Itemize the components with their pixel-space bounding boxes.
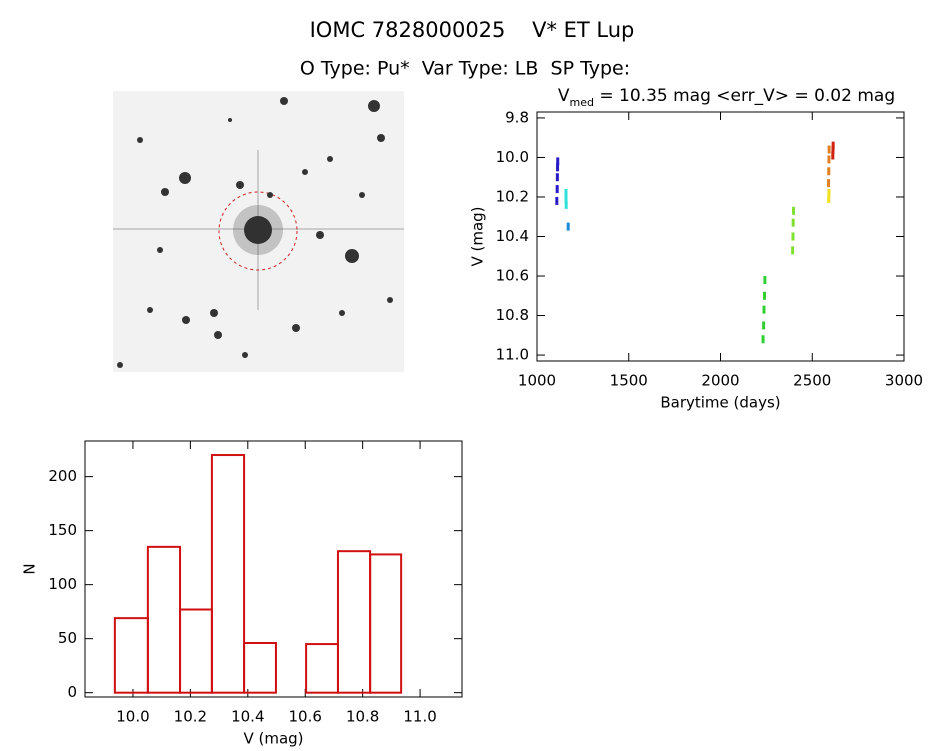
point [827,189,831,198]
point [792,206,796,215]
x-tick-label: 3000 [885,372,923,390]
y-tick-label: 0 [67,683,77,701]
x-tick-label: 10.2 [174,708,207,726]
x-tick-label: 11.0 [403,708,436,726]
y-tick-label: 10.2 [496,187,529,205]
point [831,151,835,160]
point [555,185,559,194]
y-tick-label: 10.8 [496,306,529,324]
y-tick-label: 100 [48,575,77,593]
point [762,321,766,330]
point [827,155,831,164]
point [555,196,559,205]
point [556,163,560,172]
plots: 1000 1500 2000 2500 30009.810.010.210.410.61… [21,86,924,748]
plot-frame [84,440,463,698]
bar [210,454,246,694]
point [791,218,795,227]
x-tick-label: 2000 [701,372,739,390]
point [564,189,568,198]
y-axis-title: N [21,563,39,574]
x-tick-label: 10.6 [289,708,322,726]
point [827,167,831,176]
x-axis-title: V (mag) [243,730,303,748]
x-axis-title: Barytime (days) [660,394,780,412]
x-tick-label: 10.0 [116,708,149,726]
point [761,335,765,344]
point [556,157,560,166]
point [566,222,570,231]
point [763,275,767,284]
y-tick-label: 150 [48,521,77,539]
x-tick-label: 10.4 [231,708,264,726]
y-axis-title: V (mag) [469,206,487,266]
title: IOMC 7828000025 V* ET Lup [310,18,635,42]
y-tick-label: 10.0 [496,148,529,166]
point [762,305,766,314]
point [831,141,835,150]
y-tick-label: 50 [58,629,77,647]
point [564,194,568,203]
point [791,232,795,241]
plot-title: Vmed = 10.35 mag <err_V> = 0.02 mag [558,86,895,109]
point [564,200,568,209]
target-star [244,216,272,244]
bar [369,553,403,694]
y-tick-label: 11.0 [496,346,529,364]
title-part: V [558,86,570,106]
title-part: = 10.35 mag <err_V> = 0.02 mag [594,86,895,106]
field-stars [117,97,393,368]
x-tick-label: 2500 [793,372,831,390]
point [763,291,767,300]
x-tick-label: 1500 [610,372,648,390]
target-circle [218,191,298,271]
bar [243,641,277,694]
y-tick-label: 9.8 [505,108,529,126]
x-tick-label: 10.8 [346,708,379,726]
point [555,173,559,182]
y-tick-label: 200 [48,467,77,485]
star-image [113,91,404,372]
subtitle: O Type: Pu* Var Type: LB SP Type: [300,58,630,80]
y-tick-label: 10.4 [496,227,529,245]
x-tick-label: 1000 [518,372,556,390]
target-halo [233,205,283,255]
point [791,246,795,255]
point [827,194,831,203]
point [827,145,831,154]
point [827,179,831,188]
y-tick-label: 10.6 [496,267,529,285]
title-part: med [570,96,594,109]
